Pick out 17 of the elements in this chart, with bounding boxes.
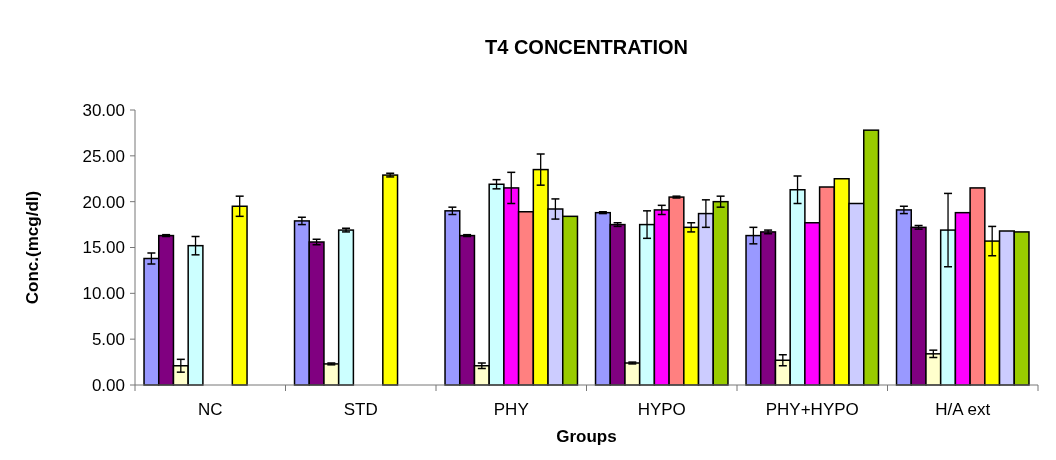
chart-title: T4 CONCENTRATION: [485, 36, 688, 58]
y-tick-label: 15.00: [82, 238, 125, 258]
y-tick-label: 25.00: [82, 146, 125, 166]
x-tick-label: NC: [197, 400, 223, 419]
x-tick-label: STD: [343, 400, 378, 419]
x-tick-label: PHY+HYPO: [765, 400, 859, 419]
x-axis-title: Groups: [556, 427, 617, 446]
y-tick-label: 0.00: [91, 375, 125, 395]
y-tick-label: 5.00: [91, 330, 125, 350]
bar: [382, 174, 399, 386]
x-tick-label: PHY: [493, 400, 529, 419]
y-axis-title: Conc.(mcg/dl): [23, 190, 42, 305]
y-tick-label: 20.00: [82, 192, 125, 212]
x-tick-label: H/A ext: [935, 400, 991, 419]
y-tick-label: 30.00: [82, 100, 125, 120]
y-tick-label: 10.00: [82, 284, 125, 304]
x-tick-label: HYPO: [637, 400, 686, 419]
